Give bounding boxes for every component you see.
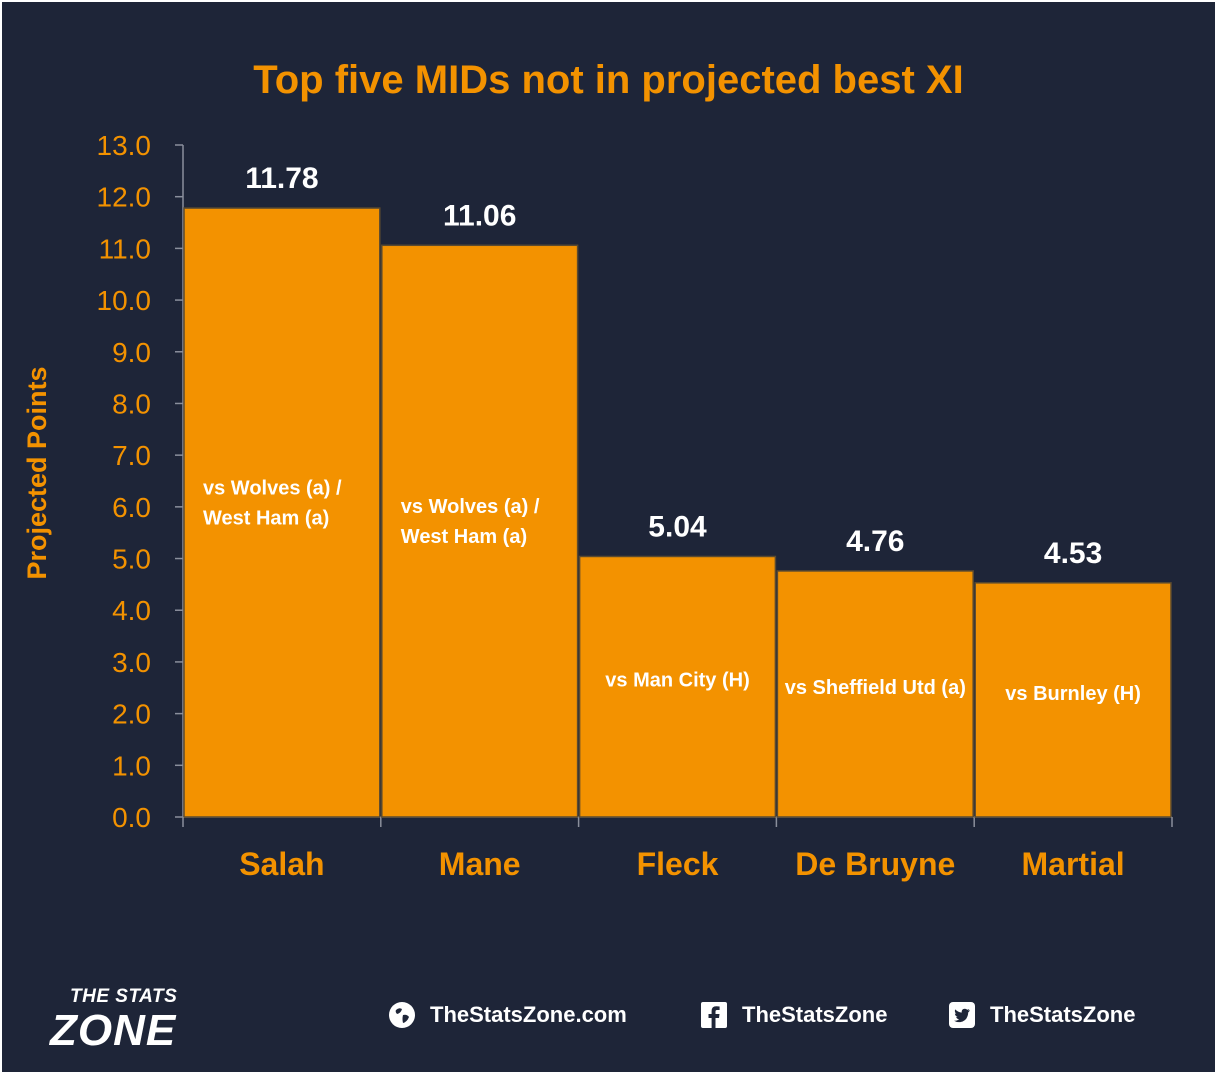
data-label: 11.78 xyxy=(245,162,318,195)
y-tick-label: 2.0 xyxy=(112,699,151,730)
bar-de-bruyne xyxy=(776,570,974,818)
logo-main-text: ZONE xyxy=(50,1006,177,1055)
y-tick-label: 7.0 xyxy=(112,440,151,471)
twitter-text: TheStatsZone xyxy=(990,1002,1136,1027)
data-label: 5.04 xyxy=(648,510,707,543)
twitter-link[interactable]: TheStatsZone xyxy=(948,1000,1135,1030)
x-tick-label: Fleck xyxy=(637,846,719,882)
bar-chart: 0.0 1.0 2.0 3.0 4.0 5.0 6.0 7.0 8.0 9.0 10.0 11.0 12… xyxy=(22,130,1173,882)
bar-salah xyxy=(183,207,381,818)
y-tick-label: 3.0 xyxy=(112,647,151,678)
x-tick-label: Salah xyxy=(239,846,324,882)
chart-title: Top five MIDs not in projected best XI xyxy=(253,58,964,102)
y-tick-label: 6.0 xyxy=(112,492,151,523)
y-tick-label: 13.0 xyxy=(97,130,152,161)
fixture-label: vs Wolves (a) / xyxy=(203,478,342,500)
y-tick-label: 11.0 xyxy=(99,233,151,264)
x-tick-label: De Bruyne xyxy=(795,846,955,882)
y-tick-label: 12.0 xyxy=(97,182,152,213)
stats-zone-logo: THE STATS ZONE xyxy=(50,986,260,1056)
fixture-label: West Ham (a) xyxy=(203,508,329,530)
fixture-label: vs Burnley (H) xyxy=(1005,683,1141,705)
fixture-label: West Ham (a) xyxy=(401,526,527,548)
fixture-label: vs Wolves (a) / xyxy=(401,496,540,518)
y-tick-label: 9.0 xyxy=(112,337,151,368)
data-label: 11.06 xyxy=(443,199,516,232)
data-label: 4.76 xyxy=(846,525,904,558)
website-link[interactable]: TheStatsZone.com xyxy=(388,1000,627,1030)
y-tick-label: 0.0 xyxy=(112,802,151,833)
globe-icon xyxy=(388,1001,416,1029)
bar-fleck xyxy=(578,555,777,818)
facebook-link[interactable]: TheStatsZone xyxy=(700,1000,887,1030)
twitter-icon xyxy=(948,1001,976,1029)
footer: THE STATS ZONE TheStatsZone.com TheStats… xyxy=(2,982,1215,1062)
y-tick-label: 1.0 xyxy=(112,750,151,781)
website-text: TheStatsZone.com xyxy=(430,1002,627,1027)
x-tick-label: Mane xyxy=(439,846,521,882)
y-tick-label: 5.0 xyxy=(112,544,151,575)
y-tick-label: 4.0 xyxy=(112,595,151,626)
fixture-label: vs Man City (H) xyxy=(605,670,749,692)
bar-mane xyxy=(381,244,579,818)
facebook-icon xyxy=(700,1001,728,1029)
facebook-text: TheStatsZone xyxy=(742,1002,888,1027)
logo-top-text: THE STATS xyxy=(70,986,178,1007)
y-axis-title: Projected Points xyxy=(22,366,52,579)
fixture-label: vs Sheffield Utd (a) xyxy=(785,677,966,699)
bar-martial xyxy=(974,582,1172,818)
data-label: 4.53 xyxy=(1044,537,1102,570)
x-tick-label: Martial xyxy=(1022,846,1125,882)
y-tick-label: 8.0 xyxy=(112,388,151,419)
y-tick-label: 10.0 xyxy=(97,285,152,316)
